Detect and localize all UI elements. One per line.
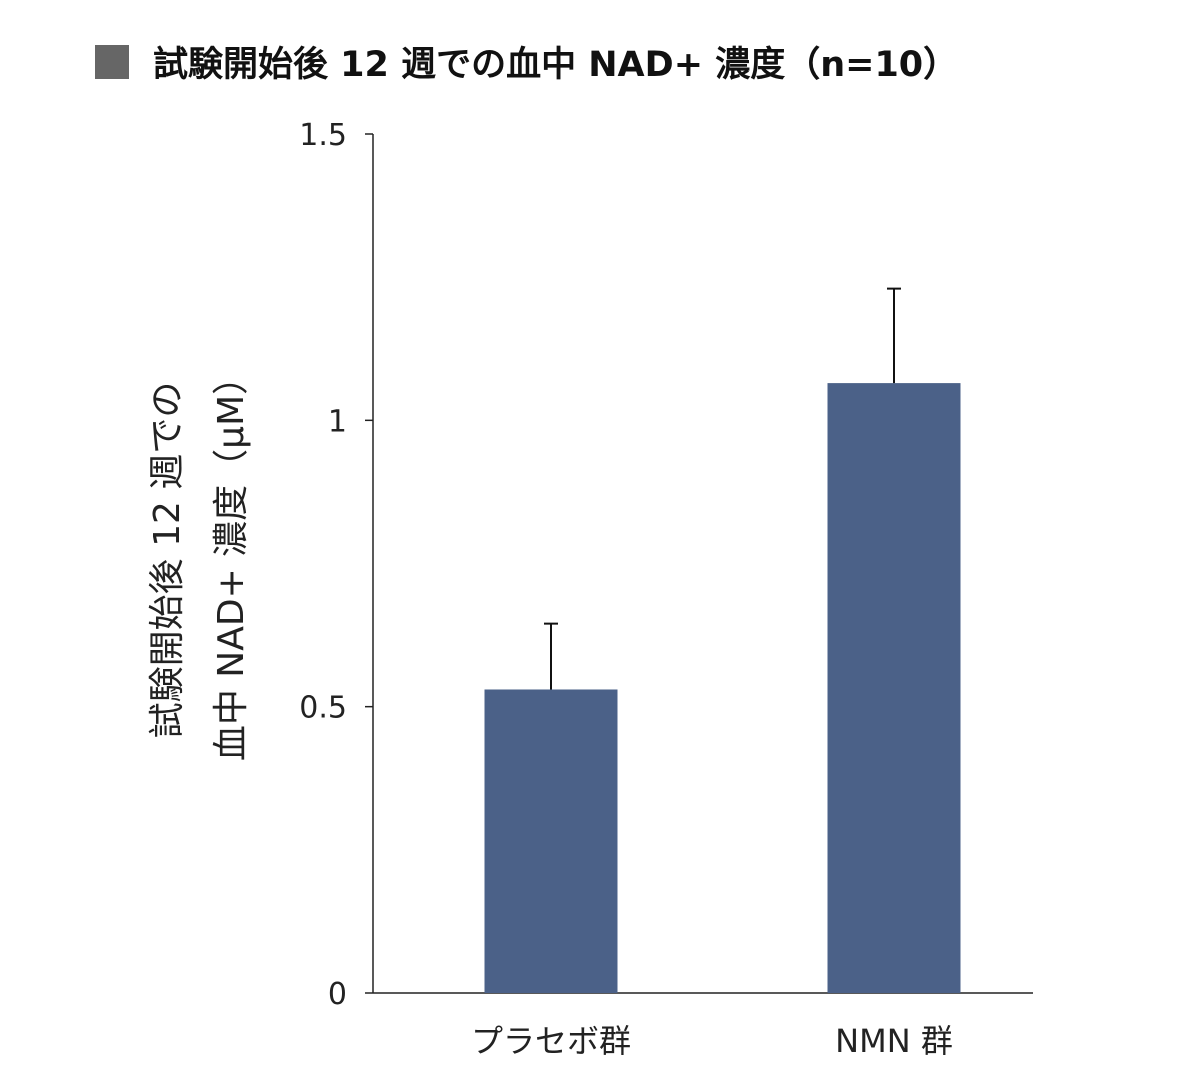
y-tick-label: 0.5	[299, 691, 347, 726]
x-category-label: NMN 群	[835, 1022, 953, 1060]
y-tick-label: 1.5	[299, 118, 347, 153]
bar	[484, 689, 618, 993]
title-marker-icon	[95, 44, 129, 79]
chart-title-text: 試験開始後 12 週での血中 NAD+ 濃度（n=10）	[153, 45, 959, 85]
chart-title: 試験開始後 12 週での血中 NAD+ 濃度（n=10）	[95, 36, 958, 87]
y-tick-label: 0	[328, 977, 347, 1012]
x-category-label: プラセボ群	[471, 1022, 631, 1060]
bar	[827, 383, 961, 993]
y-tick-label: 1	[328, 404, 347, 439]
